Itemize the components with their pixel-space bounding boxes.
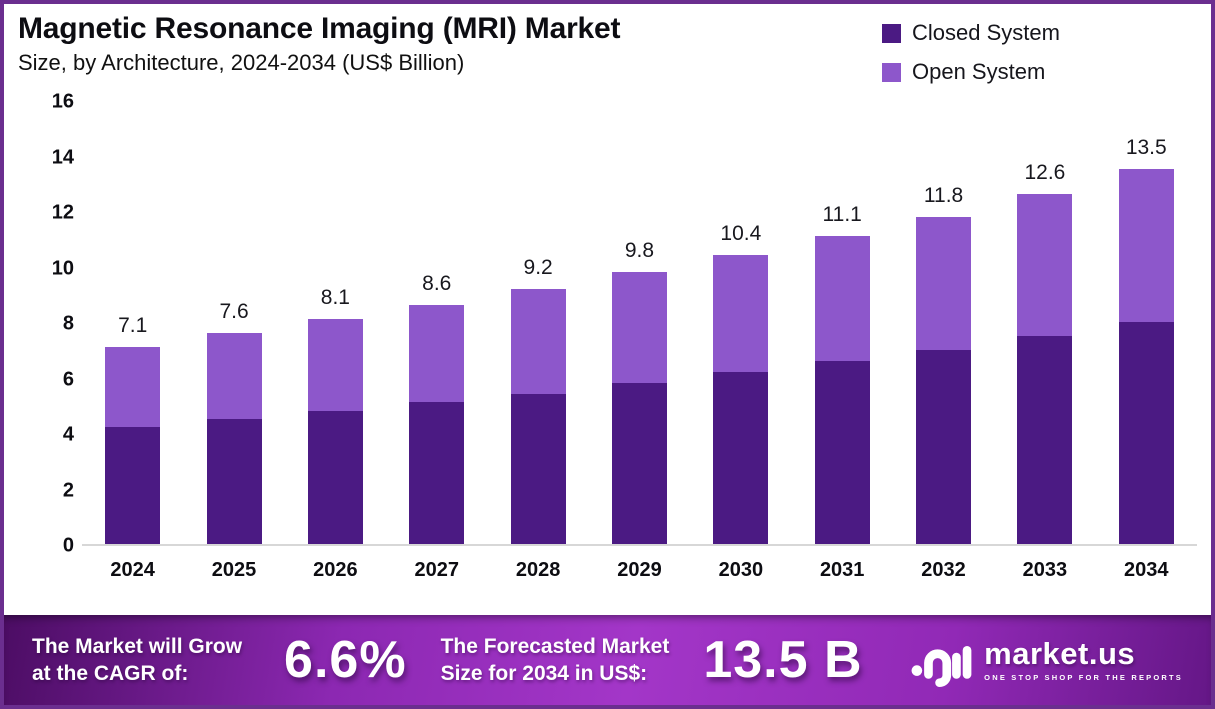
- forecast-label-line1: The Forecasted Market: [440, 634, 670, 658]
- x-tick-label-2028: 2028: [515, 559, 561, 581]
- bar-total-label-2029: 9.8: [624, 239, 655, 263]
- open-system-swatch-icon: [882, 62, 901, 82]
- bar-segment-open-system-2025: [206, 333, 262, 420]
- bar-segment-closed-system-2034: [1118, 322, 1174, 544]
- bar-segment-open-system-2024: [105, 346, 161, 428]
- forecast-value: 13.5 B: [703, 631, 863, 689]
- y-tick-label-12: 12: [51, 201, 74, 224]
- bar-segment-open-system-2033: [1017, 194, 1073, 336]
- x-tick-label-2031: 2031: [819, 559, 865, 581]
- y-axis: 0 2 4 6 8 10 12 14 16: [32, 91, 82, 557]
- x-tick-label-2030: 2030: [718, 559, 764, 581]
- forecast-label: The Forecasted Market Size for 2034 in U…: [441, 633, 670, 688]
- bar-total-label-2031: 11.1: [822, 202, 862, 226]
- bar-segment-open-system-2031: [814, 235, 870, 361]
- bar-segment-closed-system-2026: [307, 410, 363, 544]
- bar-segment-open-system-2032: [916, 216, 972, 350]
- cagr-value: 6.6%: [284, 631, 407, 689]
- bar-column-2027: 8.6: [386, 102, 487, 544]
- forecast-label-line2: Size for 2034 in US$:: [440, 662, 648, 685]
- bar-segment-open-system-2028: [510, 288, 566, 395]
- bar-column-2034: 13.5: [1096, 102, 1197, 544]
- bar-segment-closed-system-2030: [713, 371, 769, 544]
- bar-column-2028: 9.2: [487, 102, 588, 544]
- x-tick-label-2025: 2025: [211, 559, 257, 581]
- bar-chart: 0 2 4 6 8 10 12 14 16 7.1 7.6 8.1 8.6 9.2 9.8 10.4 11.1…: [32, 91, 1197, 582]
- legend-item-open-system: Open System: [882, 59, 1060, 85]
- bar-segment-open-system-2026: [307, 319, 363, 411]
- y-tick-label-8: 8: [62, 312, 74, 335]
- y-tick-label-0: 0: [62, 534, 74, 557]
- chart-legend: Closed System Open System: [882, 20, 1060, 98]
- y-tick-label-6: 6: [62, 368, 74, 390]
- bar-column-2033: 12.6: [994, 102, 1095, 544]
- bar-segment-closed-system-2028: [510, 394, 566, 544]
- bar-column-2025: 7.6: [183, 102, 284, 544]
- legend-label: Open System: [912, 59, 1046, 84]
- brand-text: market.us ONE STOP SHOP FOR THE REPORTS: [984, 638, 1183, 682]
- bar-segment-closed-system-2027: [409, 402, 465, 544]
- bar-segment-closed-system-2032: [916, 349, 972, 544]
- legend-item-closed-system: Closed System: [882, 20, 1060, 46]
- bar-total-label-2032: 11.8: [923, 183, 964, 207]
- x-axis: 2024 2025 2026 2027 2028 2029 2030 2031 2032 2033…: [82, 559, 1197, 582]
- brand-name: market.us: [984, 636, 1136, 671]
- bar-total-label-2034: 13.5: [1125, 136, 1167, 160]
- y-tick-label-14: 14: [51, 146, 74, 168]
- bar-segment-open-system-2027: [409, 305, 465, 403]
- cagr-label-line2: at the CAGR of:: [32, 662, 189, 685]
- bars-container: 7.1 7.6 8.1 8.6 9.2 9.8 10.4 11.1 11.8 12.6 13.5: [82, 102, 1197, 544]
- closed-system-swatch-icon: [882, 23, 901, 43]
- bar-segment-closed-system-2033: [1017, 335, 1073, 544]
- brand-tagline: ONE STOP SHOP FOR THE REPORTS: [984, 673, 1183, 682]
- y-tick-label-16: 16: [51, 90, 74, 113]
- bar-segment-closed-system-2025: [206, 419, 262, 544]
- bar-column-2024: 7.1: [82, 102, 183, 544]
- x-tick-label-2024: 2024: [110, 559, 155, 581]
- bar-segment-open-system-2034: [1118, 169, 1174, 322]
- page-subtitle: Size, by Architecture, 2024-2034 (US$ Bi…: [18, 50, 465, 75]
- cagr-label: The Market will Grow at the CAGR of:: [32, 633, 242, 688]
- bar-total-label-2026: 8.1: [320, 286, 350, 310]
- cagr-label-line1: The Market will Grow: [32, 634, 243, 658]
- bar-column-2029: 9.8: [589, 102, 690, 544]
- y-tick-label-2: 2: [62, 479, 74, 501]
- bar-total-label-2033: 12.6: [1024, 161, 1066, 185]
- x-tick-label-2026: 2026: [313, 559, 358, 581]
- x-tick-label-2034: 2034: [1124, 559, 1169, 581]
- y-tick-label-10: 10: [51, 257, 74, 279]
- market-us-logo-icon: [911, 646, 972, 687]
- brand-logo: market.us ONE STOP SHOP FOR THE REPORTS: [910, 633, 1183, 687]
- bar-column-2031: 11.1: [792, 102, 893, 544]
- bar-total-label-2028: 9.2: [523, 255, 553, 279]
- bar-total-label-2030: 10.4: [720, 222, 762, 246]
- plot-area: 7.1 7.6 8.1 8.6 9.2 9.8 10.4 11.1 11.8 12.6 13.5: [82, 102, 1197, 546]
- x-tick-label-2033: 2033: [1022, 559, 1068, 581]
- bar-segment-open-system-2030: [713, 255, 769, 372]
- bar-segment-closed-system-2029: [611, 383, 667, 544]
- chart-header: Magnetic Resonance Imaging (MRI) Market …: [18, 12, 621, 76]
- x-tick-label-2027: 2027: [414, 559, 460, 581]
- y-tick-label-4: 4: [62, 423, 74, 446]
- plot-column: 7.1 7.6 8.1 8.6 9.2 9.8 10.4 11.1 11.8 12.6 13.5 2…: [82, 102, 1197, 582]
- stats-banner: The Market will Grow at the CAGR of: 6.6…: [4, 615, 1211, 705]
- bar-total-label-2027: 8.6: [422, 272, 452, 296]
- x-tick-label-2029: 2029: [617, 559, 662, 581]
- bar-segment-closed-system-2031: [814, 360, 870, 544]
- bar-segment-closed-system-2024: [105, 427, 161, 544]
- bar-column-2030: 10.4: [690, 102, 791, 544]
- x-tick-label-2032: 2032: [921, 559, 966, 581]
- bar-total-label-2025: 7.6: [219, 300, 249, 324]
- bar-segment-open-system-2029: [611, 272, 667, 384]
- bar-column-2026: 8.1: [285, 102, 386, 544]
- legend-label: Closed System: [912, 20, 1060, 45]
- page-title: Magnetic Resonance Imaging (MRI) Market: [18, 12, 621, 45]
- bar-total-label-2024: 7.1: [118, 313, 148, 337]
- bar-column-2032: 11.8: [893, 102, 994, 544]
